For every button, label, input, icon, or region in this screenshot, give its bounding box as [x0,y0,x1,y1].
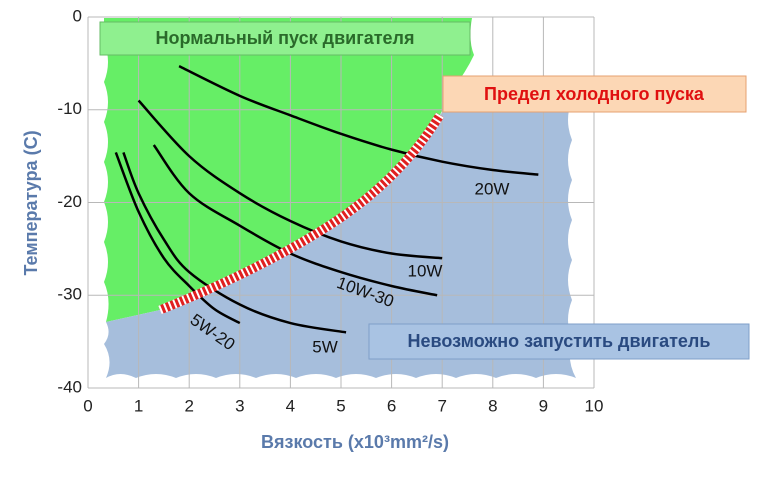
curve [137,99,443,260]
y-tick-label: -20 [57,192,82,211]
curve-label: 20W [475,179,510,198]
x-tick-label: 7 [437,396,446,415]
x-tick-label: 2 [184,396,193,415]
curve-label: 5W [312,337,338,356]
x-tick-label: 3 [235,396,244,415]
cold-limit-line [158,112,444,315]
x-tick-label: 0 [83,396,92,415]
x-tick-label: 9 [539,396,548,415]
x-tick-label: 1 [134,396,143,415]
y-tick-label: -40 [57,377,82,396]
y-tick-label: -10 [57,99,82,118]
limit-box [442,75,747,113]
annotation: Невозможно запустить двигатель [408,331,711,351]
x-tick-label: 10 [585,396,604,415]
no-start-region [104,100,576,378]
y-tick-label: 0 [73,6,82,25]
normal-start-region [104,18,474,322]
curve [178,65,539,176]
x-tick-label: 8 [488,396,497,415]
curve-label: 10W [408,261,443,280]
y-axis-label: Температура (C) [21,130,41,275]
x-axis-label: Вязкость (x10³mm²/s) [261,432,449,452]
curve [122,151,347,334]
normal-box [99,21,471,56]
x-tick-label: 4 [286,396,295,415]
x-tick-label: 5 [336,396,345,415]
no-start-box [368,323,750,360]
y-tick-label: -30 [57,285,82,304]
annotation: Предел холодного пуска [484,84,705,104]
annotation: Нормальный пуск двигателя [156,28,415,48]
x-tick-label: 6 [387,396,396,415]
curve [114,151,241,325]
